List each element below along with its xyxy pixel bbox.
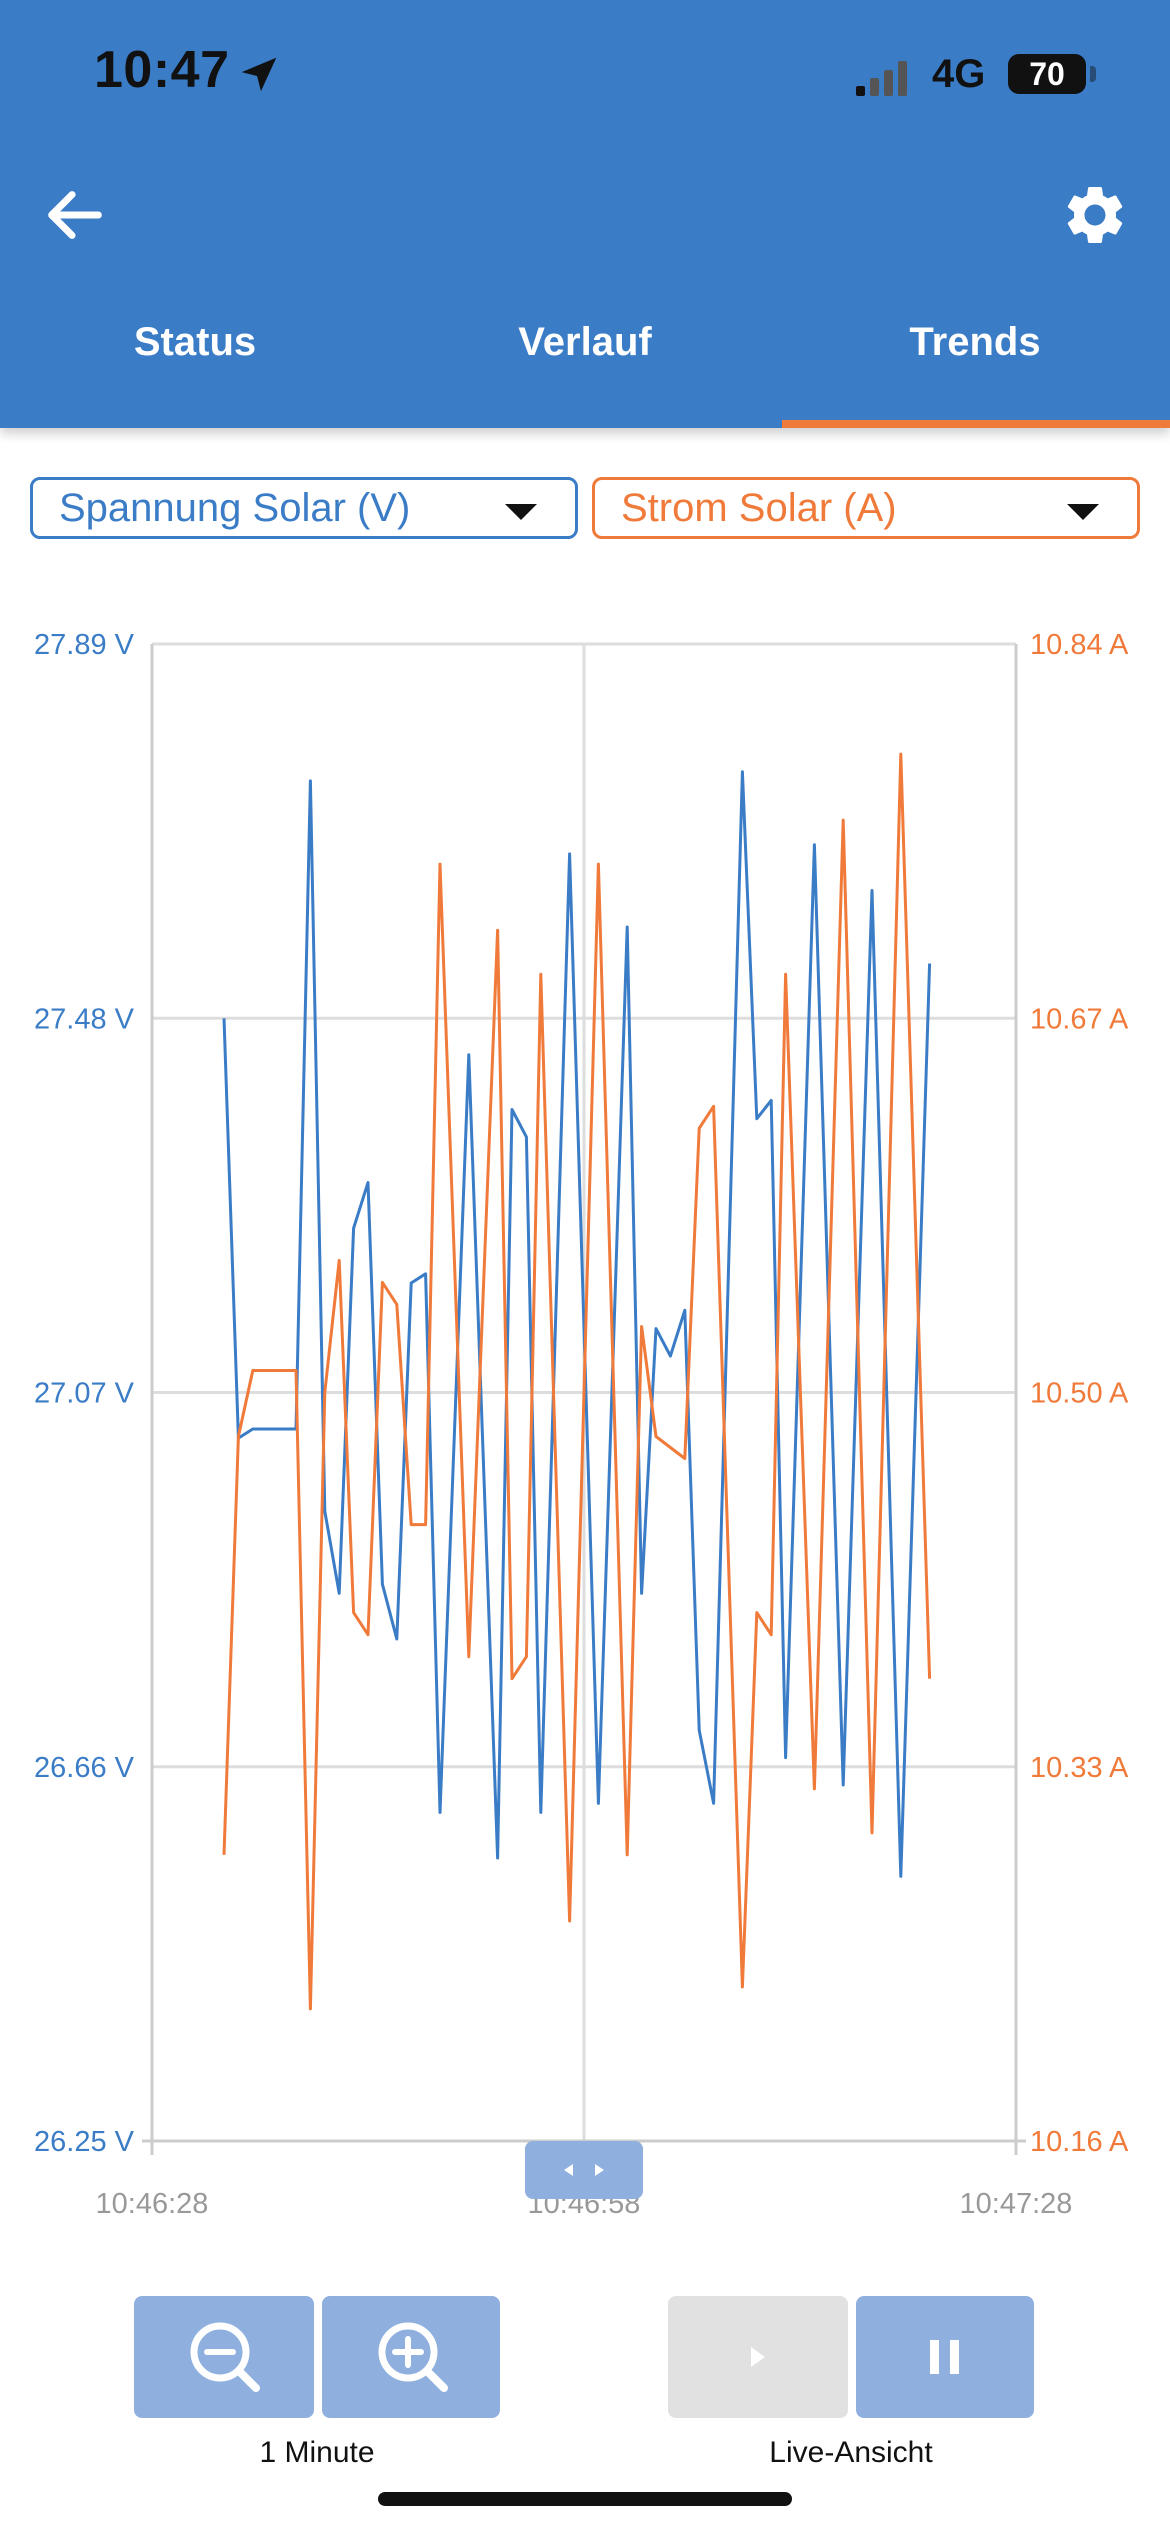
left-series-dropdown[interactable]: Spannung Solar (V) [30, 477, 578, 539]
y-left-tick-label: 27.48 V [34, 1003, 135, 1035]
chevron-down-icon [505, 504, 537, 520]
play-icon [751, 2347, 765, 2367]
zoom-in-icon [378, 2322, 448, 2392]
zoom-level-label: 1 Minute [259, 2436, 375, 2469]
right-series-dropdown[interactable]: Strom Solar (A) [592, 477, 1140, 539]
current-series-line [222, 752, 932, 2011]
y-left-tick-label: 27.07 V [34, 1378, 135, 1410]
network-label: 4G [932, 52, 986, 96]
signal-icon [856, 61, 907, 96]
y-left-tick-label: 26.66 V [34, 1752, 135, 1784]
active-tab-indicator [782, 420, 1170, 428]
x-tick-label: 10:47:28 [960, 2188, 1073, 2220]
y-left-tick-label: 27.89 V [34, 629, 135, 661]
back-arrow-icon[interactable] [40, 180, 110, 250]
y-right-tick-label: 10.16 A [1030, 2126, 1129, 2158]
time-scroll-handle[interactable] [525, 2141, 643, 2199]
y-right-tick-label: 10.33 A [1030, 1752, 1129, 1784]
trend-chart[interactable]: 27.89 V 10.84 A 27.48 V 10.67 A 27.07 V 10.50… [0, 600, 1170, 2240]
y-right-tick-label: 10.84 A [1030, 629, 1129, 661]
y-right-tick-label: 10.50 A [1030, 1378, 1129, 1410]
y-left-tick-label: 26.25 V [34, 2126, 135, 2158]
left-series-value: Spannung Solar (V) [59, 486, 411, 530]
right-series-value: Strom Solar (A) [621, 486, 897, 530]
tab-trends[interactable]: Trends [909, 320, 1041, 364]
zoom-out-button[interactable] [134, 2296, 314, 2418]
gear-icon[interactable] [1060, 180, 1130, 250]
live-view-label: Live-Ansicht [769, 2436, 933, 2469]
voltage-series-line [222, 770, 932, 1878]
status-time: 10:47 [94, 41, 230, 99]
tab-verlauf[interactable]: Verlauf [518, 320, 652, 364]
app-header: 10:47 4G 70 Status Verlauf Trends [0, 0, 1170, 428]
pause-icon [930, 2340, 959, 2374]
location-arrow-icon [241, 57, 277, 92]
battery-icon: 70 [1008, 54, 1086, 94]
zoom-out-icon [190, 2322, 260, 2392]
x-tick-label: 10:46:28 [96, 2188, 209, 2220]
play-button[interactable] [668, 2296, 848, 2418]
battery-tip [1090, 66, 1096, 82]
home-indicator [378, 2492, 792, 2506]
tab-status[interactable]: Status [133, 320, 257, 364]
chevron-down-icon [1067, 504, 1099, 520]
drag-arrows-icon [564, 2164, 604, 2176]
y-right-tick-label: 10.67 A [1030, 1003, 1129, 1035]
pause-button[interactable] [856, 2296, 1034, 2418]
zoom-in-button[interactable] [322, 2296, 500, 2418]
